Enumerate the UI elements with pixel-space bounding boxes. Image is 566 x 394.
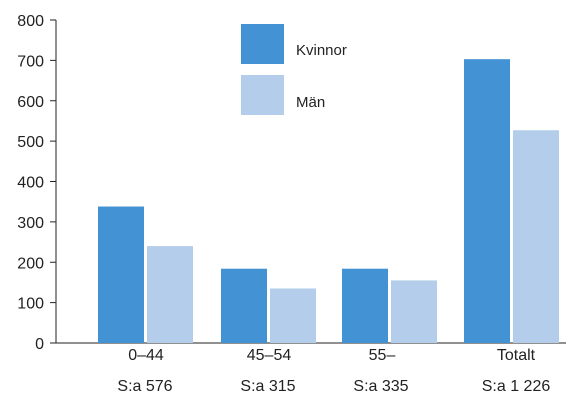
y-tick-label: 600: [17, 94, 44, 111]
y-tick-label: 200: [17, 255, 44, 272]
y-tick-label: 800: [17, 13, 44, 30]
x-category-label: 55–: [369, 347, 396, 364]
y-tick-label: 500: [17, 134, 44, 151]
x-sum-label: S:a 315: [240, 378, 295, 394]
legend-label-man: Män: [296, 94, 325, 111]
legend: Kvinnor Män: [241, 24, 347, 115]
bar-kvinnor-1: [221, 268, 267, 343]
legend-swatch-kvinnor: [241, 24, 284, 64]
x-category-label: 0–44: [128, 347, 164, 364]
y-tick-label: 100: [17, 296, 44, 313]
legend-label-kvinnor: Kvinnor: [296, 42, 347, 59]
bar-kvinnor-2: [342, 268, 388, 343]
x-sum-label: S:a 335: [353, 378, 408, 394]
x-sum-label: S:a 1 226: [482, 378, 551, 394]
y-tick-label: 700: [17, 53, 44, 70]
y-tick-label: 300: [17, 215, 44, 232]
bars: [98, 59, 559, 343]
bar-man-0: [147, 246, 193, 343]
y-axis: 0 100 200 300 400 500 600 700 800: [17, 13, 566, 353]
x-category-label: 45–54: [247, 347, 292, 364]
x-sum-label: S:a 576: [117, 378, 172, 394]
x-axis-labels: 0–44 S:a 576 45–54 S:a 315 55– S:a 335 Totalt S…: [117, 347, 550, 394]
bar-man-2: [391, 280, 437, 343]
bar-kvinnor-3: [464, 59, 510, 343]
x-category-label: Totalt: [497, 347, 536, 364]
bar-kvinnor-0: [98, 206, 144, 343]
bar-man-1: [270, 288, 316, 343]
bar-man-3: [513, 130, 559, 343]
y-tick-label: 0: [35, 336, 44, 353]
y-tick-label: 400: [17, 175, 44, 192]
legend-swatch-man: [241, 75, 284, 115]
